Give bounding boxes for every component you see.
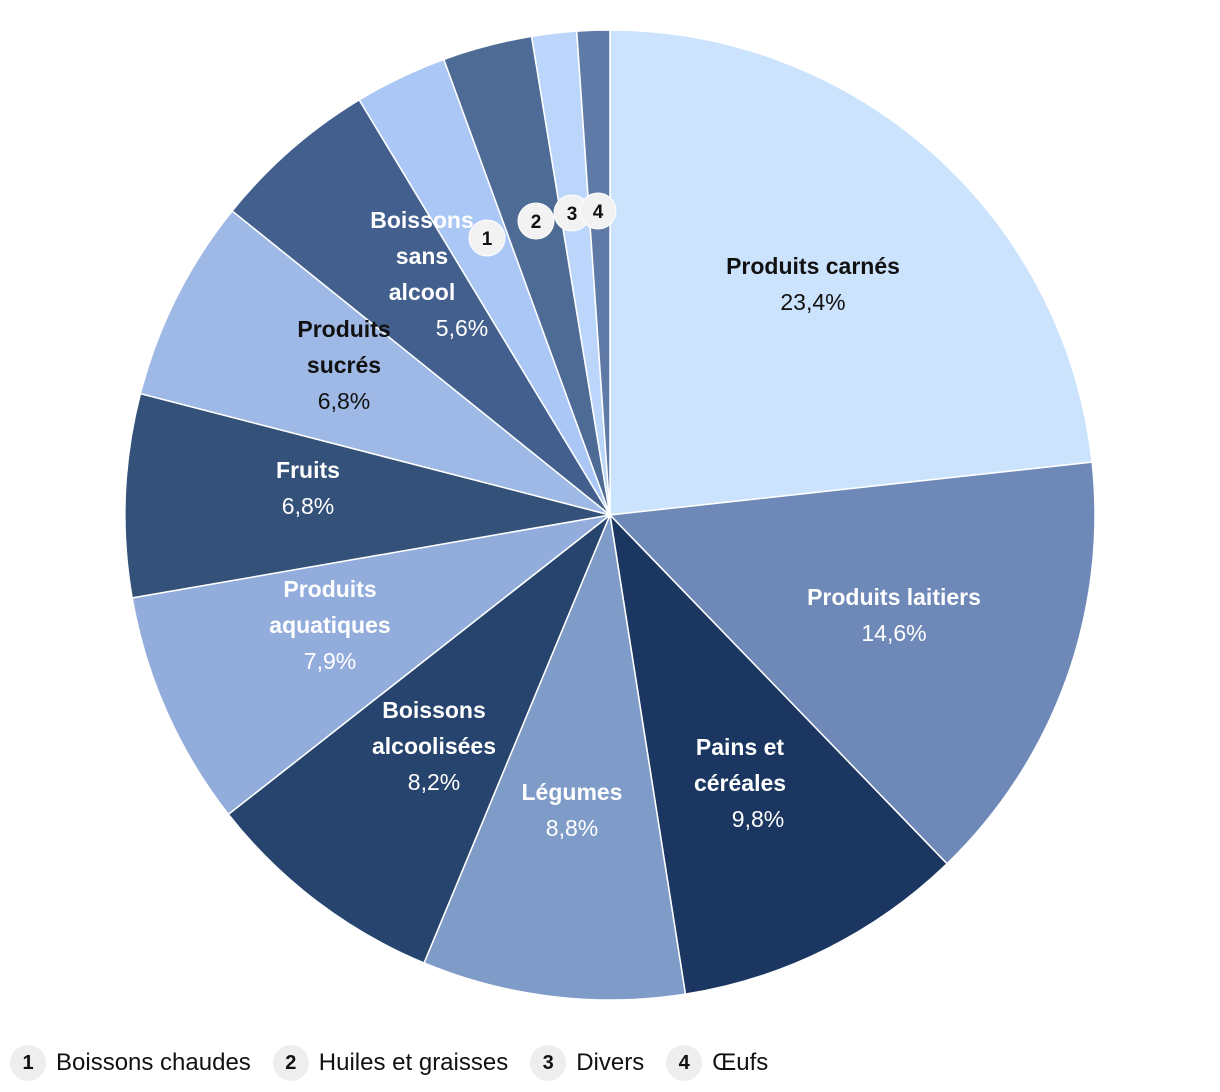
slice-badge-huiles-et-graisses: 2 [517, 202, 555, 240]
pie-slice-produits-laitiers [608, 461, 1096, 865]
legend-badge: 3 [530, 1045, 567, 1081]
slice-label-pains-et-cereales: Pains et céréales 9,8% [694, 734, 786, 832]
slice-label-fruits: Fruits 6,8% [276, 457, 340, 519]
slice-name-label: Boissons alcoolisées [372, 697, 496, 759]
slice-badge-oeufs: 4 [579, 192, 617, 230]
slice-label-boissons-alcoolisees: Boissons alcoolisées 8,2% [372, 697, 496, 795]
pie-slice-boissons-sans-alcool [231, 98, 611, 516]
legend-label: Divers [576, 1049, 645, 1076]
slice-name-label: Produits aquatiques [269, 576, 390, 638]
legend-item-huiles-et-graisses: 2 Huiles et graisses [272, 1045, 509, 1081]
pie-slice-produits-sucres [139, 209, 611, 516]
badge-number: 2 [531, 212, 542, 233]
slice-name-label: Produits laitiers [807, 584, 981, 610]
slice-labels: Produits carnés 23,4% Produits laitiers 14,… [269, 192, 981, 841]
pie-slice-oeufs [575, 29, 611, 516]
slice-value-label: 9,8% [732, 806, 784, 832]
pie-chart: Produits carnés 23,4% Produits laitiers 14,… [124, 29, 1096, 1001]
slice-value-label: 7,9% [304, 648, 356, 674]
slice-name-label: Produits sucrés [297, 316, 390, 378]
badge-number: 3 [567, 204, 578, 225]
legend-label: Huiles et graisses [318, 1049, 509, 1076]
slice-label-boissons-sans-alcool: Boissons sans alcool 5,6% [370, 207, 488, 341]
slice-value-label: 6,8% [282, 493, 334, 519]
pie-slice-produits-carnes [609, 29, 1093, 516]
legend-badge: 4 [666, 1045, 703, 1081]
slice-value-label: 8,2% [408, 769, 460, 795]
slice-label-legumes: Légumes 8,8% [522, 779, 623, 841]
badge-number: 1 [482, 229, 493, 250]
slice-label-produits-aquatiques: Produits aquatiques 7,9% [269, 576, 390, 674]
pie-slice-boissons-alcoolisees [227, 512, 612, 964]
badge-circle [517, 202, 555, 240]
pie-slice-fruits [124, 392, 611, 599]
legend-item-boissons-chaudes: 1 Boissons chaudes [10, 1045, 251, 1081]
slice-label-produits-laitiers: Produits laitiers 14,6% [807, 584, 981, 646]
slice-name-label: Boissons sans alcool [370, 207, 474, 305]
slice-badge-boissons-chaudes: 1 [468, 219, 506, 257]
badge-circle [579, 192, 617, 230]
badge-circle [468, 219, 506, 257]
pie-slices [124, 29, 1096, 1001]
pie-slice-pains-et-cereales [608, 512, 949, 995]
slice-name-label: Produits carnés [726, 253, 900, 279]
slice-label-produits-carnes: Produits carnés 23,4% [726, 253, 900, 315]
slice-value-label: 8,8% [546, 815, 598, 841]
pie-slice-legumes [423, 512, 687, 1001]
slice-value-label: 5,6% [436, 315, 488, 341]
slice-label-produits-sucres: Produits sucrés 6,8% [297, 316, 390, 414]
legend-item-divers: 3 Divers [530, 1045, 644, 1081]
legend-item-oeufs: 4 Œufs [666, 1045, 768, 1081]
pie-slice-produits-aquatiques [131, 514, 611, 816]
slice-name-label: Légumes [522, 779, 623, 805]
legend: 1 Boissons chaudes 2 Huiles et graisses … [10, 1044, 768, 1082]
legend-badge: 2 [272, 1045, 309, 1081]
slice-value-label: 14,6% [861, 620, 926, 646]
slice-name-label: Fruits [276, 457, 340, 483]
slice-name-label: Pains et céréales [694, 734, 786, 796]
legend-label: Boissons chaudes [56, 1049, 251, 1076]
badge-number: 4 [593, 202, 604, 223]
legend-label: Œufs [712, 1049, 769, 1076]
legend-badge: 1 [10, 1045, 46, 1081]
slice-value-label: 6,8% [318, 388, 370, 414]
slice-value-label: 23,4% [780, 289, 845, 315]
